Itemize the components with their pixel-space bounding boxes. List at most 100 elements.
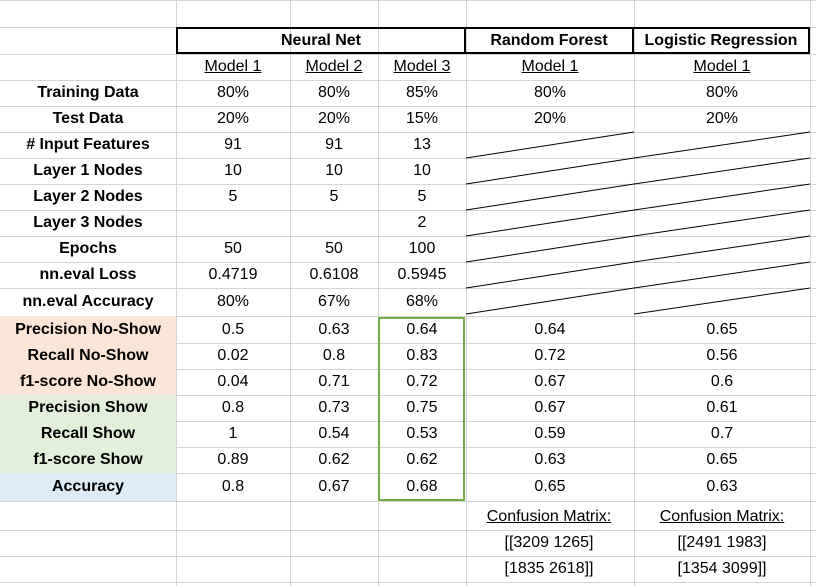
model-header[interactable]: Model 3 [393,58,451,75]
table-cell[interactable] [466,288,634,316]
table-cell[interactable]: 50 [325,240,343,257]
row-label[interactable]: Accuracy [0,473,176,501]
table-cell[interactable]: 0.62 [406,451,438,468]
table-cell[interactable] [290,210,378,236]
table-cell[interactable]: 0.67 [534,399,566,416]
table-cell[interactable]: 0.54 [318,425,350,442]
table-cell[interactable] [634,236,810,262]
table-cell[interactable] [466,210,634,236]
table-cell[interactable]: 13 [413,136,431,153]
table-cell[interactable]: 0.75 [406,399,438,416]
table-cell[interactable]: 50 [224,240,242,257]
table-cell[interactable]: 0.04 [217,373,249,390]
rf-confusion-line1[interactable]: [[3209 1265] [504,534,594,551]
model-header[interactable]: Model 1 [521,58,579,75]
table-cell[interactable]: 0.6 [710,373,734,390]
table-cell[interactable] [466,236,634,262]
table-cell[interactable]: 20% [533,110,567,127]
table-cell[interactable]: 0.63 [706,478,738,495]
rf-confusion-title[interactable]: Confusion Matrix: [486,508,612,525]
table-cell[interactable]: 91 [224,136,242,153]
table-cell[interactable]: 0.63 [318,320,350,338]
table-cell[interactable]: 0.65 [706,320,738,338]
table-cell[interactable]: 20% [216,110,250,127]
table-cell[interactable]: 80% [533,84,567,101]
row-label[interactable]: Test Data [52,110,124,127]
table-cell[interactable]: 0.62 [318,451,350,468]
table-cell[interactable]: 0.72 [534,347,566,364]
table-cell[interactable]: 67% [317,293,351,310]
table-cell[interactable] [466,132,634,158]
row-label[interactable]: Precision Show [0,395,176,421]
row-label[interactable]: nn.eval Accuracy [22,293,154,310]
table-cell[interactable]: 10 [224,162,242,179]
table-cell[interactable] [634,132,810,158]
table-cell[interactable] [634,184,810,210]
lr-confusion-line1[interactable]: [[2491 1983] [677,534,767,551]
logistic-regression-header[interactable]: Logistic Regression [632,27,810,54]
table-cell[interactable]: 0.5 [221,320,245,338]
table-cell[interactable]: 68% [405,293,439,310]
table-cell[interactable] [176,210,290,236]
table-cell[interactable]: 0.8 [322,347,346,364]
table-cell[interactable]: 0.63 [534,451,566,468]
table-cell[interactable]: 0.02 [217,347,249,364]
random-forest-header[interactable]: Random Forest [464,27,634,54]
table-cell[interactable]: 85% [405,84,439,101]
table-cell[interactable]: 0.64 [406,320,438,338]
table-cell[interactable]: 0.65 [706,451,738,468]
row-label[interactable]: nn.eval Loss [39,266,137,283]
model-header[interactable]: Model 1 [693,58,751,75]
table-cell[interactable]: 0.59 [534,425,566,442]
table-cell[interactable]: 80% [705,84,739,101]
table-cell[interactable]: 0.61 [706,399,738,416]
row-label[interactable]: # Input Features [26,136,150,153]
table-cell[interactable]: 1 [228,425,238,442]
row-label[interactable]: Recall No-Show [0,343,176,369]
table-cell[interactable]: 5 [417,188,427,205]
row-label[interactable]: Precision No-Show [0,316,176,343]
table-cell[interactable]: 0.7 [710,425,734,442]
table-cell[interactable]: 0.65 [534,478,566,495]
table-cell[interactable]: 0.89 [217,451,249,468]
table-cell[interactable]: 0.6108 [309,266,359,283]
table-cell[interactable] [634,288,810,316]
table-cell[interactable]: 0.4719 [208,266,258,283]
neural-net-header[interactable]: Neural Net [176,27,466,54]
table-cell[interactable]: 10 [413,162,431,179]
lr-confusion-line2[interactable]: [1354 3099]] [677,560,767,577]
table-cell[interactable] [466,158,634,184]
rf-confusion-line2[interactable]: [1835 2618]] [504,560,594,577]
row-label[interactable]: Recall Show [0,421,176,447]
table-cell[interactable]: 20% [705,110,739,127]
table-cell[interactable]: 0.8 [221,399,245,416]
table-cell[interactable]: 0.73 [318,399,350,416]
table-cell[interactable] [466,184,634,210]
table-cell[interactable]: 10 [325,162,343,179]
table-cell[interactable]: 80% [317,84,351,101]
table-cell[interactable]: 0.68 [406,478,438,495]
table-cell[interactable] [634,158,810,184]
table-cell[interactable]: 100 [408,240,436,257]
table-cell[interactable] [466,262,634,288]
table-cell[interactable]: 0.72 [406,373,438,390]
table-cell[interactable]: 0.64 [534,320,566,338]
row-label[interactable]: Layer 2 Nodes [33,188,143,205]
table-cell[interactable]: 80% [216,293,250,310]
table-cell[interactable] [634,262,810,288]
model-header[interactable]: Model 2 [305,58,363,75]
row-label[interactable]: Layer 3 Nodes [33,214,143,231]
row-label[interactable]: Epochs [59,240,117,257]
table-cell[interactable]: 0.5945 [397,266,447,283]
table-cell[interactable]: 0.67 [534,373,566,390]
row-label[interactable]: f1-score No-Show [0,369,176,395]
row-label[interactable]: Layer 1 Nodes [33,162,143,179]
table-cell[interactable]: 5 [228,188,238,205]
table-cell[interactable]: 91 [325,136,343,153]
table-cell[interactable]: 0.67 [318,478,350,495]
table-cell[interactable]: 0.71 [318,373,350,390]
model-header[interactable]: Model 1 [204,58,262,75]
table-cell[interactable]: 2 [417,214,427,231]
lr-confusion-title[interactable]: Confusion Matrix: [659,508,785,525]
table-cell[interactable]: 0.53 [406,425,438,442]
